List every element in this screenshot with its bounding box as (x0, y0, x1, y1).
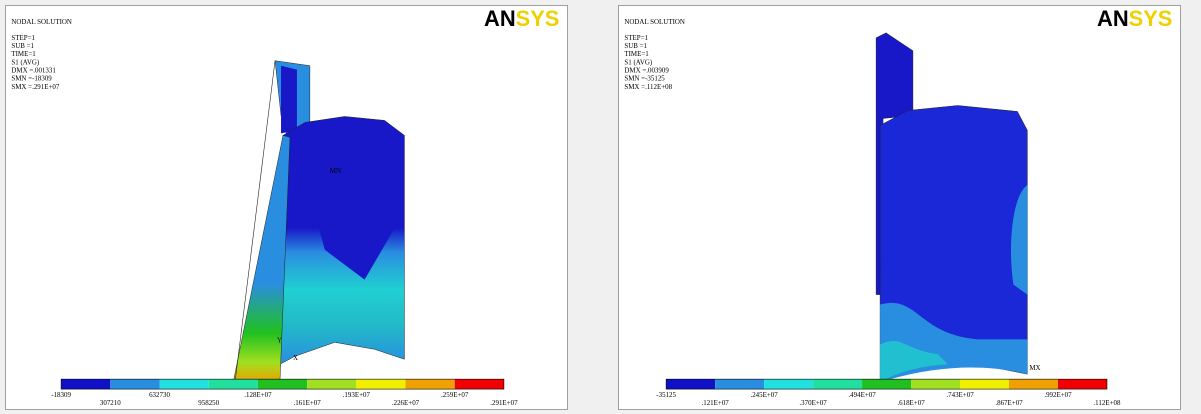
legend-label: .992E+07 (1044, 391, 1072, 399)
info-line: TIME=1 (11, 50, 36, 58)
legend-swatch (209, 379, 258, 389)
title: NODAL SOLUTION (11, 18, 72, 26)
legend-swatch (960, 379, 1009, 389)
info-line: TIME=1 (624, 50, 649, 58)
legend-swatch (666, 379, 715, 389)
legend-swatch (61, 379, 110, 389)
legend-swatch (356, 379, 405, 389)
legend-swatch (160, 379, 209, 389)
legend-swatch (406, 379, 455, 389)
legend-label: 307210 (100, 399, 121, 407)
legend-label: .370E+07 (799, 399, 827, 407)
legend-label: .128E+07 (244, 391, 272, 399)
legend-label: .867E+07 (995, 399, 1023, 407)
legend-swatch (911, 379, 960, 389)
legend-label: .494E+07 (848, 391, 876, 399)
info-line: S1 (AVG) (11, 58, 40, 66)
legend-swatch (110, 379, 159, 389)
legend-label: 632730 (149, 391, 170, 399)
legend-label: .259E+07 (441, 391, 469, 399)
info-line: DMX =.003909 (624, 66, 669, 74)
annotation: MN (330, 167, 341, 175)
info-line: SUB =1 (624, 42, 647, 50)
legend-swatch (1058, 379, 1107, 389)
info-line: S1 (AVG) (624, 58, 653, 66)
model (233, 61, 404, 382)
legend-label: -35125 (656, 391, 676, 399)
legend-swatch (813, 379, 862, 389)
legend-swatch (862, 379, 911, 389)
title: NODAL SOLUTION (624, 18, 685, 26)
page: NODAL SOLUTIONANSYSSTEP=1SUB =1TIME=1S1 … (0, 0, 1201, 414)
info-line: SMN =-35125 (624, 75, 665, 83)
legend-swatch (307, 379, 356, 389)
legend-label: .112E+08 (1093, 399, 1121, 407)
legend-swatch (258, 379, 307, 389)
legend-label: .121E+07 (701, 399, 729, 407)
legend-label: .291E+07 (490, 399, 518, 407)
legend-label: .743E+07 (946, 391, 974, 399)
legend-label: .618E+07 (897, 399, 925, 407)
logo: ANSYS (1097, 6, 1172, 31)
info-line: SUB =1 (11, 42, 34, 50)
legend-label: .226E+07 (392, 399, 420, 407)
legend-label: .161E+07 (293, 399, 321, 407)
legend-label: .193E+07 (343, 391, 371, 399)
legend-swatch (715, 379, 764, 389)
legend-label: 958250 (198, 399, 219, 407)
model (876, 33, 1027, 382)
info-line: SMX =.291E+07 (11, 83, 60, 91)
legend-swatch (1009, 379, 1058, 389)
annotation: MX (1029, 364, 1040, 372)
info-line: DMX =.001331 (11, 66, 56, 74)
legend-swatch (455, 379, 504, 389)
legend-label: -18309 (51, 391, 71, 399)
annotation: Y (277, 336, 282, 344)
logo: ANSYS (484, 6, 559, 31)
legend-label: .245E+07 (750, 391, 778, 399)
legend-swatch (764, 379, 813, 389)
info-line: STEP=1 (624, 34, 648, 42)
info-line: SMN =-18309 (11, 75, 52, 83)
annotation: X (293, 354, 298, 362)
info-line: STEP=1 (11, 34, 35, 42)
info-line: SMX =.112E+08 (624, 83, 672, 91)
